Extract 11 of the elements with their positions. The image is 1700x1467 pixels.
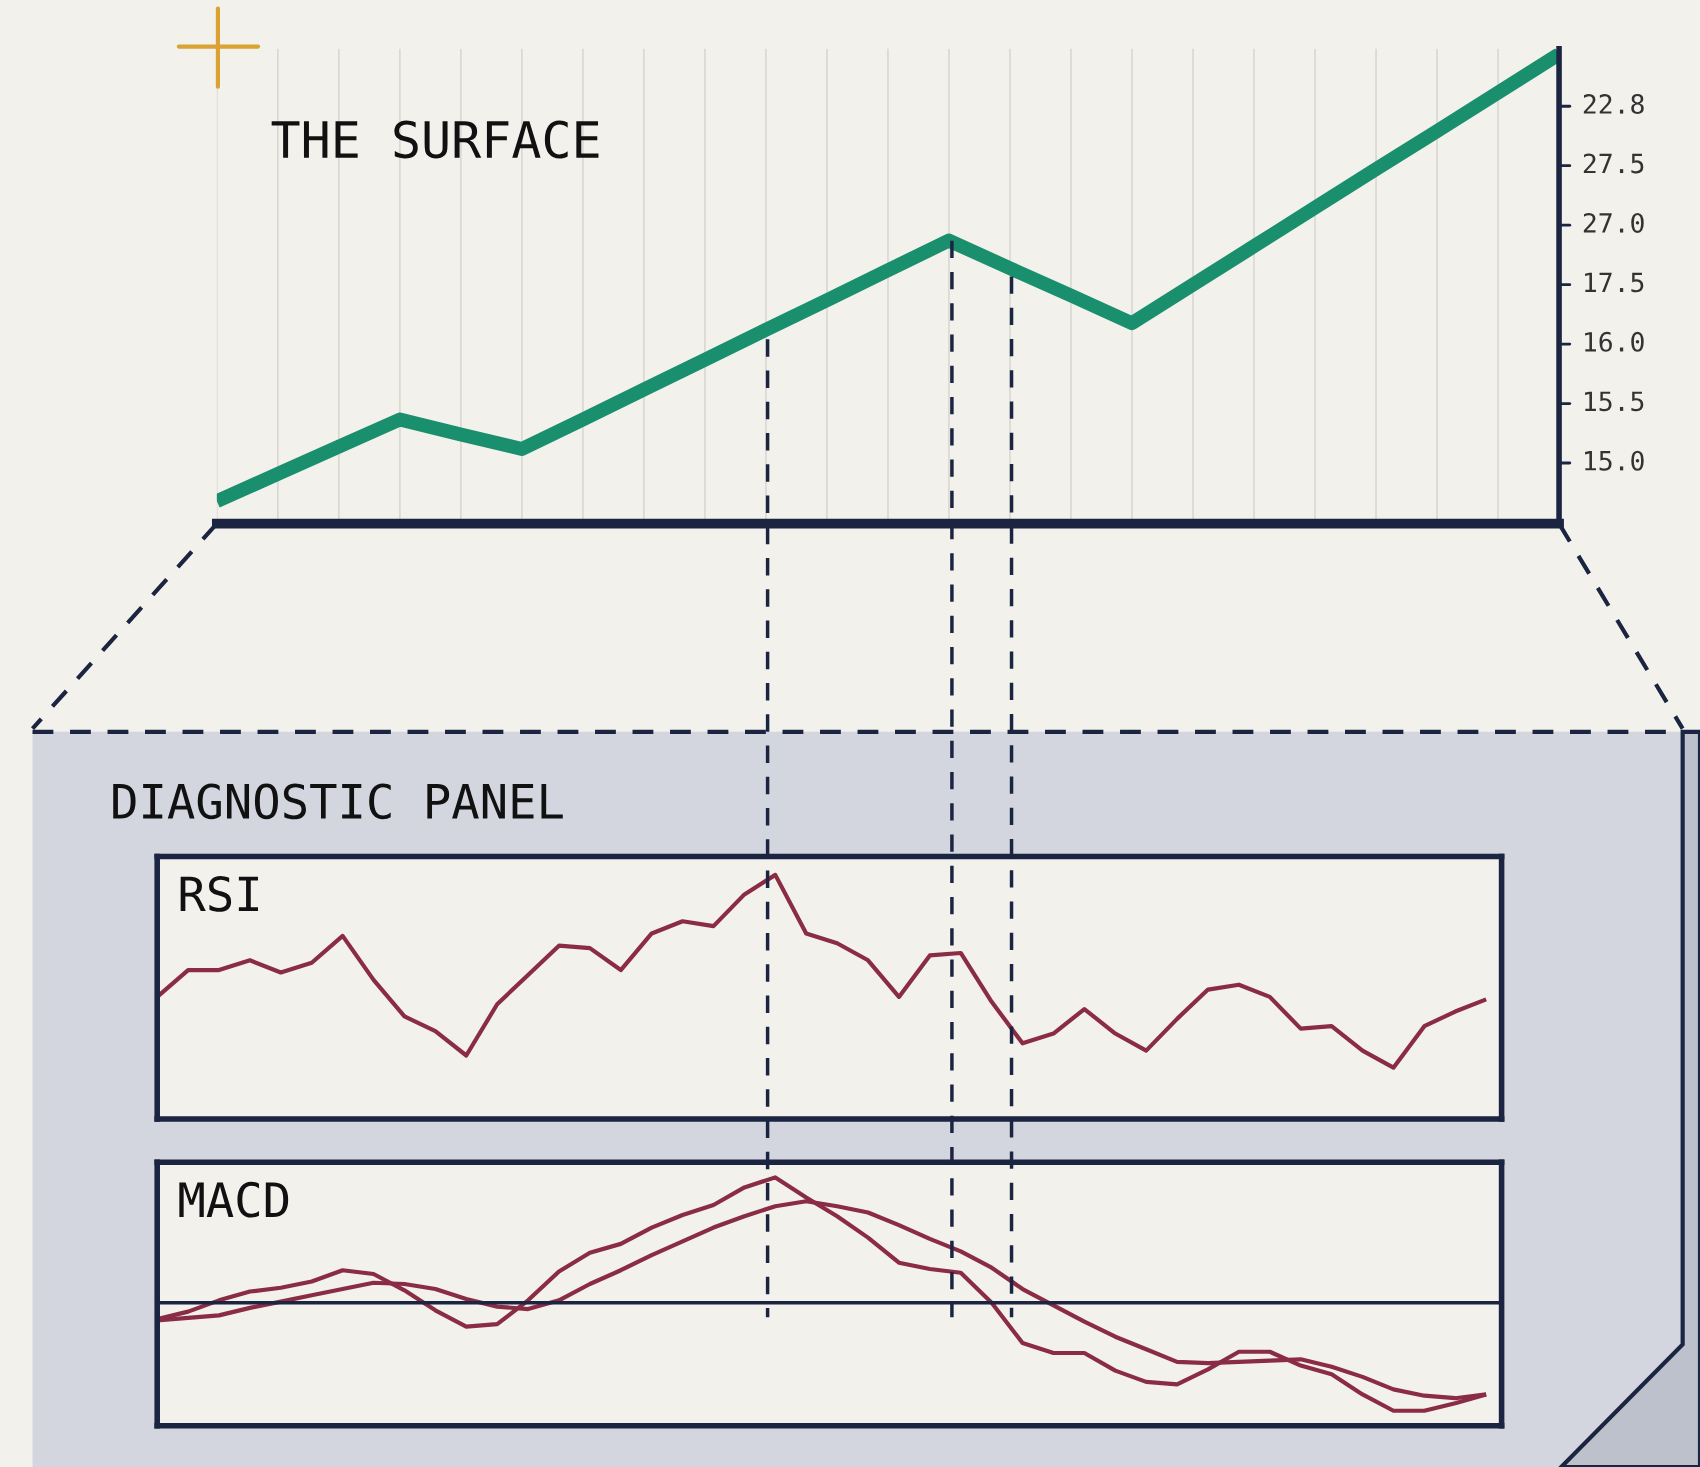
text: 15.0 (1585, 450, 1644, 471)
text: 27.0 (1583, 212, 1644, 233)
text: 16.0 (1585, 331, 1644, 352)
chart-title: MACD (179, 1181, 289, 1218)
text: 17.5 (1585, 272, 1644, 293)
text: 27.5 (1583, 153, 1644, 174)
text: 15.5 (1585, 391, 1644, 412)
chart-title: RSI (180, 876, 258, 912)
text: THE SURFACE (271, 120, 599, 159)
text: 22.8 (1583, 94, 1644, 114)
text: DIAGNOSTIC PANEL (113, 783, 563, 820)
